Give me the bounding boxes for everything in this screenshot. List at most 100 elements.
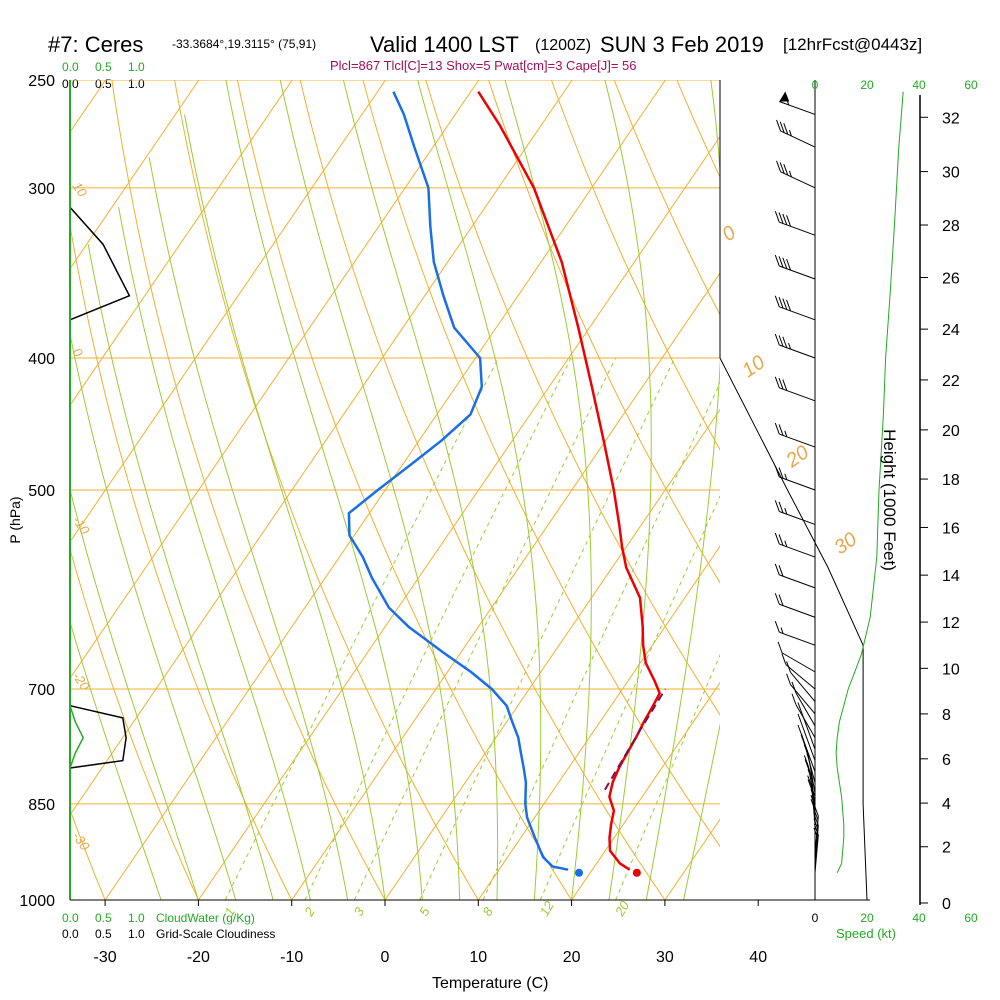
barb-full (782, 213, 788, 226)
wind-barb (774, 254, 816, 280)
speed-bottom-tick-60: 60 (964, 911, 978, 925)
moist-adiabat (70, 331, 237, 900)
dry-adiabat (70, 808, 106, 900)
barb-half (784, 473, 788, 480)
barb-full (774, 254, 780, 267)
barb-full (813, 823, 819, 836)
moist-adiabat (87, 244, 274, 900)
dry-adiabat (425, 80, 720, 716)
barb-half (788, 170, 792, 178)
y-axis-title: P (hPa) (7, 496, 23, 543)
temperature-tick--20: -20 (187, 949, 210, 966)
wind-barb (774, 500, 816, 525)
barb-half (788, 129, 792, 137)
height-tick-10: 10 (942, 661, 960, 678)
mixing-ratio-label: 3 (351, 904, 368, 918)
dry-adiabat (174, 80, 479, 900)
pressure-tick-250: 250 (28, 73, 55, 90)
temperature-tick--10: -10 (280, 949, 303, 966)
moist-adiabat (342, 80, 499, 900)
isotherm-line (104, 80, 666, 900)
mixing-ratio-label: 2 (301, 904, 318, 919)
wind-barb (813, 814, 819, 864)
barb-full (774, 500, 780, 512)
barb-full (807, 775, 813, 787)
barb-staff (779, 631, 816, 646)
mixing-ratio-line (304, 357, 572, 900)
isotherm-label-7: -20 (70, 669, 94, 694)
temperature-tick-20: 20 (563, 949, 581, 966)
valid-date: SUN 3 Feb 2019 (600, 32, 764, 57)
moist-adiabat (184, 114, 386, 900)
barb-half (784, 430, 788, 437)
wind-barb (776, 160, 816, 189)
sounding-series (347, 91, 667, 877)
barb-staff (779, 265, 816, 280)
station-coords: -33.3684°,19.3115° (75,91) (172, 37, 316, 51)
barb-staff (779, 603, 816, 618)
axes: 0102030100-10-20-30250300400500700850100… (19, 73, 870, 966)
barb-staff (801, 713, 816, 750)
cloudiness-label: Grid-Scale Cloudiness (156, 927, 275, 941)
mixing-ratio-label: 8 (479, 904, 496, 918)
mixing-ratio-line (482, 381, 720, 900)
height-tick-30: 30 (942, 165, 960, 182)
barb-full (813, 827, 819, 840)
moist-adiabat (148, 157, 349, 900)
cloudiness-top-tick-1: 0.5 (95, 77, 112, 91)
isotherm-line (852, 80, 1000, 900)
surface-marker-4 (575, 868, 584, 877)
barb-full (786, 299, 792, 312)
wind-barb (774, 621, 816, 646)
wind-panel: 0 20 40 600 20 40 60 (774, 78, 978, 925)
temperature-tick-0: 0 (381, 949, 390, 966)
isotherm-line (197, 135, 720, 900)
height-tick-28: 28 (942, 218, 960, 235)
barb-full (813, 808, 819, 821)
barb-staff (779, 387, 816, 402)
speed-top-tick-20: 20 (860, 78, 874, 92)
dry-adiabat (111, 80, 386, 900)
cloudiness-bottom-tick-0: 0.0 (62, 927, 79, 941)
pressure-tick-300: 300 (28, 181, 55, 198)
speed-axis-title: Speed (kt) (836, 926, 896, 941)
barb-full (810, 799, 816, 811)
barb-full (781, 653, 787, 665)
barb-full (807, 779, 813, 791)
height-axis-title: Height (1000 Feet) (880, 429, 899, 571)
cloud-profiles (69, 206, 131, 769)
height-tick-8: 8 (942, 707, 951, 724)
barb-half (788, 342, 792, 350)
moist-adiabat (70, 620, 162, 900)
cloudwater-bottom-tick-0: 0.0 (62, 911, 79, 925)
dry-adiabat (0, 80, 12, 900)
barb-full (778, 256, 784, 268)
barb-staff (795, 704, 816, 738)
height-tick-22: 22 (942, 373, 960, 390)
isotherm-label-1: 10 (738, 351, 769, 382)
cloudwater-bottom-tick-2: 1.0 (128, 911, 145, 925)
barb-staff (814, 825, 819, 864)
height-tick-0: 0 (942, 896, 951, 913)
isotherm-line (477, 545, 720, 900)
speed-top-tick-60: 60 (964, 78, 978, 92)
forecast-info: [12hrFcst@0443z] (783, 35, 922, 54)
x-axis-title: Temperature (C) (432, 975, 548, 992)
barb-full (774, 376, 780, 388)
barb-staff (780, 130, 816, 148)
isotherm-line (291, 272, 720, 900)
wind-barb (786, 661, 816, 702)
barb-staff (781, 652, 816, 673)
pressure-tick-700: 700 (28, 682, 55, 699)
isotherm-line (384, 408, 720, 900)
wind-speed-profile (835, 91, 904, 874)
pressure-tick-500: 500 (28, 483, 55, 500)
barb-staff (785, 664, 816, 690)
wind-barb (774, 532, 816, 558)
barb-full (778, 534, 784, 546)
isotherm-label-3: 30 (830, 528, 861, 559)
barb-full (813, 818, 819, 830)
moist-adiabat (225, 80, 423, 900)
